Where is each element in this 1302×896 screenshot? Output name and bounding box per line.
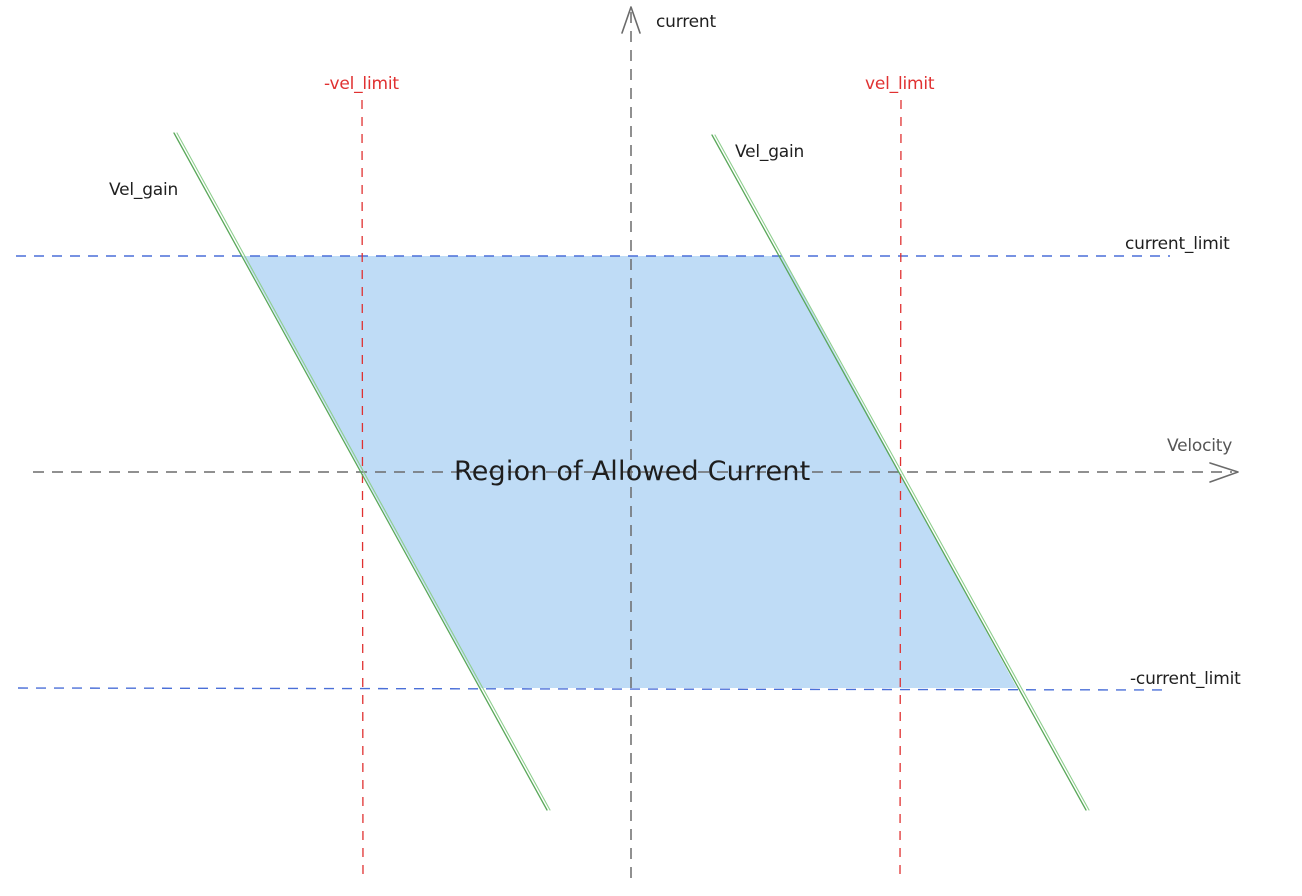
vel-limit-line [899, 99, 902, 881]
region-label: Region of Allowed Current [454, 456, 810, 487]
neg-current-limit-label: -current_limit [1130, 669, 1241, 689]
vel-limit-label: vel_limit [865, 74, 935, 94]
vel-gain-label-right: Vel_gain [735, 142, 804, 162]
vel-gain-line-right [711, 134, 1090, 811]
arrow-up-icon [621, 6, 641, 34]
velocity-axis-label: Velocity [1167, 436, 1232, 456]
neg-vel-limit-line [361, 99, 364, 883]
current-limit-label: current_limit [1125, 234, 1230, 254]
vel-gain-line-left [173, 132, 551, 811]
vel-gain-label-left: Vel_gain [109, 180, 178, 200]
current-axis-label: current [656, 12, 716, 32]
neg-current-limit-line [17, 687, 1171, 691]
neg-vel-limit-label: -vel_limit [324, 74, 399, 94]
arrow-right-icon [1209, 462, 1239, 483]
